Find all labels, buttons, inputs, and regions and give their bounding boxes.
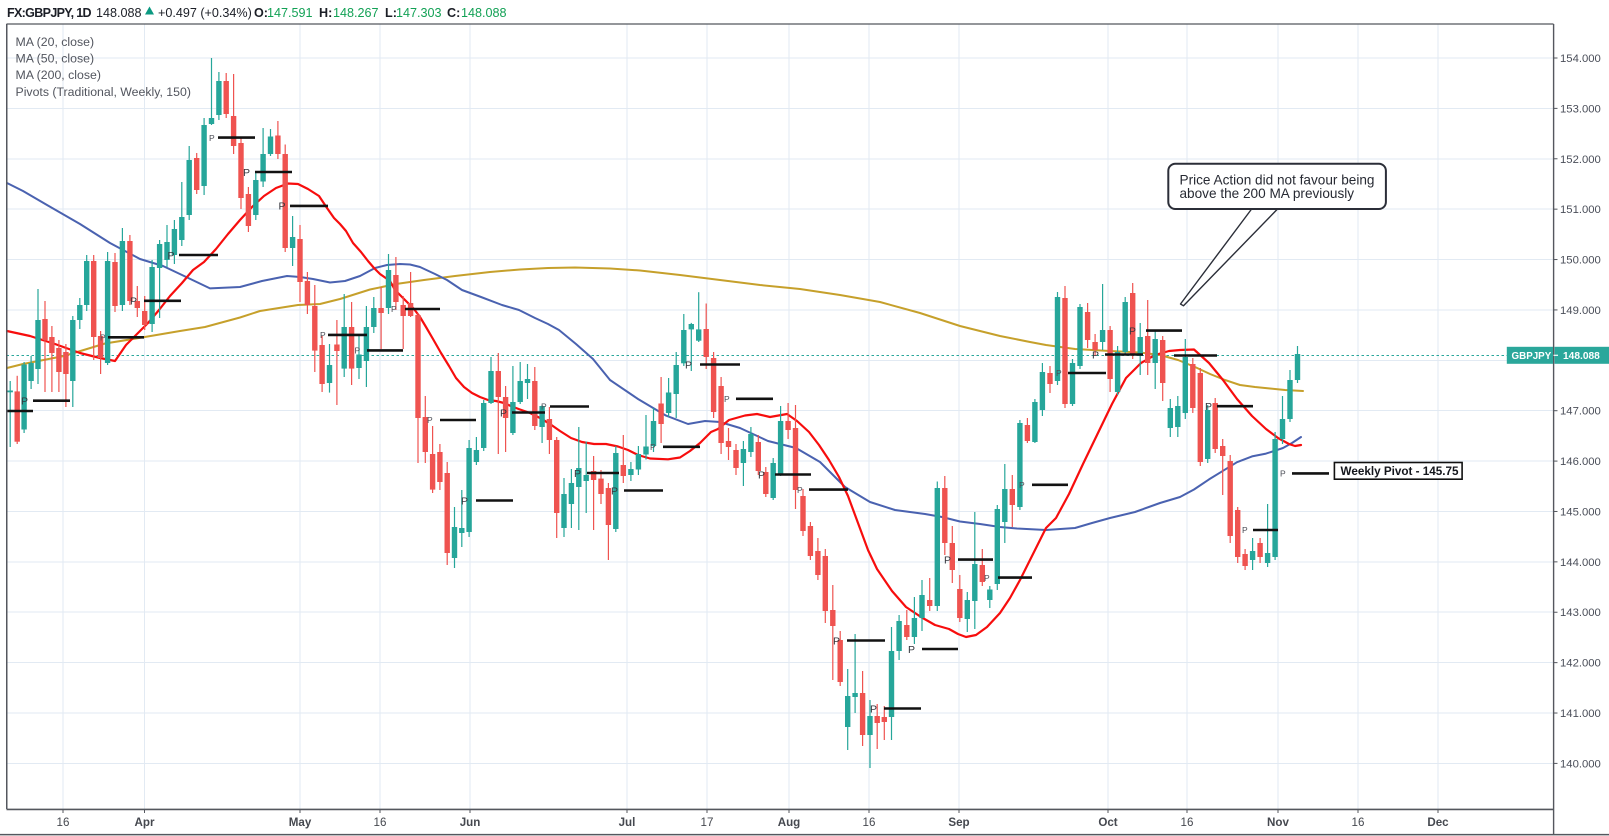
svg-text:P: P	[685, 359, 692, 371]
svg-text:MA (200, close): MA (200, close)	[16, 68, 101, 82]
svg-text:152.000: 152.000	[1560, 154, 1601, 166]
svg-text:16: 16	[1352, 816, 1365, 829]
svg-text:Aug: Aug	[778, 816, 801, 829]
svg-text:Weekly Pivot - 145.75: Weekly Pivot - 145.75	[1341, 465, 1460, 478]
svg-text:P: P	[100, 333, 106, 343]
svg-text:141.000: 141.000	[1560, 708, 1601, 720]
svg-text:+0.497 (+0.34%): +0.497 (+0.34%)	[158, 6, 252, 20]
svg-text:148.088: 148.088	[96, 6, 142, 20]
svg-text:P: P	[168, 250, 175, 262]
svg-text:16: 16	[863, 816, 876, 829]
svg-text:P: P	[1205, 401, 1212, 413]
svg-text:147.303: 147.303	[396, 6, 442, 20]
svg-text:150.000: 150.000	[1560, 255, 1601, 267]
svg-text:Oct: Oct	[1098, 816, 1117, 829]
svg-text:151.000: 151.000	[1560, 204, 1601, 216]
svg-text:P: P	[650, 442, 656, 452]
svg-text:146.000: 146.000	[1560, 456, 1601, 468]
svg-text:16: 16	[1181, 816, 1194, 829]
svg-text:142.000: 142.000	[1560, 658, 1601, 670]
svg-text:above the 200 MA previously: above the 200 MA previously	[1180, 186, 1355, 201]
svg-text:MA (20, close): MA (20, close)	[16, 35, 95, 49]
svg-text:Pivots (Traditional, Weekly, 1: Pivots (Traditional, Weekly, 150)	[16, 85, 191, 99]
svg-text:L:: L:	[385, 6, 397, 20]
svg-text:P: P	[1129, 325, 1136, 337]
svg-text:P: P	[833, 635, 840, 647]
svg-text:P: P	[870, 703, 877, 715]
svg-text:P: P	[797, 485, 803, 495]
svg-text:P: P	[320, 330, 326, 340]
svg-text:P: P	[574, 468, 581, 480]
svg-text:P: P	[724, 394, 730, 404]
svg-text:P: P	[908, 644, 915, 656]
svg-text:153.000: 153.000	[1560, 103, 1601, 115]
svg-text:17: 17	[701, 816, 714, 829]
svg-text:P: P	[209, 133, 215, 143]
svg-text:Jul: Jul	[619, 816, 636, 829]
svg-text:May: May	[289, 816, 312, 829]
svg-text:16: 16	[374, 816, 387, 829]
svg-text:P: P	[355, 346, 361, 356]
svg-text:P: P	[279, 201, 286, 213]
svg-text:P: P	[1056, 368, 1062, 378]
svg-text:148.088: 148.088	[1563, 351, 1600, 362]
svg-text:MA (50, close): MA (50, close)	[16, 52, 95, 66]
svg-text:Apr: Apr	[135, 816, 155, 829]
svg-text:148.267: 148.267	[333, 6, 379, 20]
svg-text:Sep: Sep	[948, 816, 969, 829]
svg-text:145.000: 145.000	[1560, 506, 1601, 518]
svg-text:P: P	[541, 402, 547, 412]
svg-text:P: P	[500, 407, 507, 419]
svg-text:148.088: 148.088	[461, 6, 507, 20]
svg-text:Dec: Dec	[1427, 816, 1449, 829]
svg-text:FX:GBPJPY, 1D: FX:GBPJPY, 1D	[7, 6, 92, 20]
svg-text:P: P	[944, 554, 951, 566]
svg-text:P: P	[1019, 480, 1025, 490]
svg-text:149.000: 149.000	[1560, 305, 1601, 317]
svg-text:P: P	[391, 304, 397, 314]
svg-text:H:: H:	[319, 6, 332, 20]
svg-text:P: P	[130, 296, 137, 308]
svg-text:P: P	[758, 469, 765, 481]
svg-text:Jun: Jun	[460, 816, 481, 829]
svg-text:P: P	[984, 573, 990, 583]
svg-text:GBPJPY: GBPJPY	[1512, 351, 1552, 362]
svg-text:143.000: 143.000	[1560, 607, 1601, 619]
svg-text:140.000: 140.000	[1560, 758, 1601, 770]
svg-text:154.000: 154.000	[1560, 53, 1601, 65]
svg-text:C:: C:	[447, 6, 460, 20]
svg-text:P: P	[427, 415, 433, 425]
svg-text:P: P	[611, 485, 618, 497]
svg-text:P: P	[1092, 349, 1099, 361]
svg-text:P: P	[461, 495, 468, 507]
svg-text:147.000: 147.000	[1560, 406, 1601, 418]
svg-text:144.000: 144.000	[1560, 557, 1601, 569]
svg-text:O:: O:	[254, 6, 268, 20]
svg-text:147.591: 147.591	[267, 6, 313, 20]
svg-text:Price Action did not favour be: Price Action did not favour being	[1180, 173, 1375, 188]
svg-text:16: 16	[57, 816, 70, 829]
svg-text:P: P	[1280, 469, 1286, 479]
svg-text:P: P	[243, 167, 250, 179]
svg-text:P: P	[1242, 525, 1248, 535]
svg-text:P: P	[21, 396, 28, 408]
svg-text:Nov: Nov	[1267, 816, 1289, 829]
